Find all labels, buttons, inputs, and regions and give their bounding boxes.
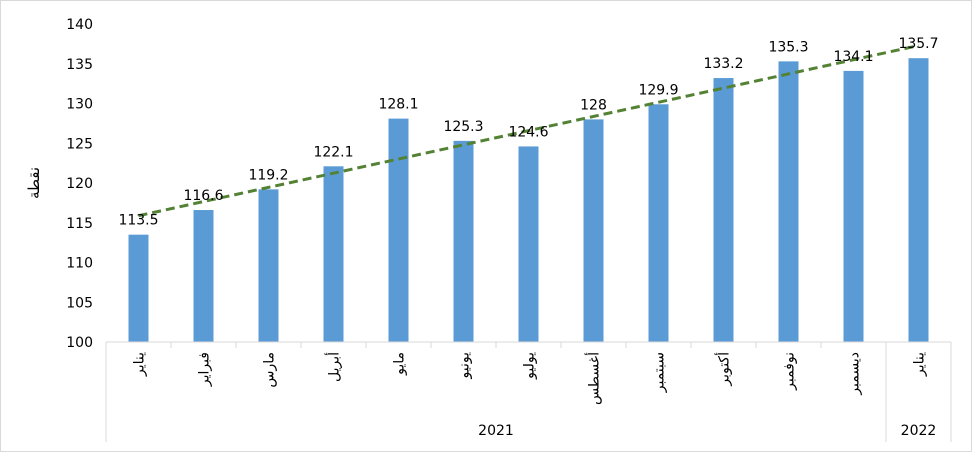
bar [388,118,409,342]
x-tick-label: مارس [262,352,278,388]
data-label: 113.5 [118,213,158,229]
bar [128,234,149,342]
bars [128,58,929,343]
x-tick-label: مايو [392,352,408,376]
y-tick-label: 130 [66,97,93,113]
y-tick-label: 120 [66,176,93,192]
y-tick-label: 140 [66,17,93,33]
data-label: 122.1 [313,144,353,160]
data-label: 129.9 [638,82,678,98]
data-label: 116.6 [183,188,223,204]
y-tick-label: 100 [66,335,93,351]
x-axis: يناير فبراير مارس أبريل مايو يونيو يوليو أغسطس س… [105,341,952,442]
bar [193,210,214,342]
trendline [138,44,919,218]
y-axis-ticks: 100 105 110 115 120 125 130 135 140 [66,17,93,351]
x-tick-label: نوفمبر [782,352,798,391]
group-label: 2021 [478,423,514,439]
bar [258,189,279,342]
x-tick-label: أكتوبر [715,352,733,387]
data-labels: 113.5 116.6 119.2 122.1 128.1 125.3 124.6 128 12… [118,36,938,228]
bar [778,61,799,343]
x-tick-label: يناير [132,352,148,377]
bar [843,70,864,342]
x-tick-label: يناير [912,352,928,377]
x-tick-label: يونيو [457,352,473,380]
data-label: 134.1 [833,49,873,65]
group-label: 2022 [901,423,937,439]
data-label: 128.1 [378,97,418,113]
data-label: 133.2 [703,56,743,72]
x-tick-label: فبراير [197,352,213,387]
bar [713,78,734,342]
bar [908,58,929,343]
y-tick-label: 105 [66,295,93,311]
x-tick-label: أغسطس [585,352,603,405]
data-label: 135.7 [898,36,938,52]
y-axis-label: نقطة [25,167,43,199]
y-tick-label: 115 [66,216,93,232]
x-tick-label: ديسمبر [847,352,863,396]
bar [453,140,474,342]
data-label: 128 [580,97,607,113]
data-label: 135.3 [768,39,808,55]
y-tick-label: 135 [66,57,93,73]
y-tick-label: 125 [66,136,93,152]
x-tick-label: أبريل [325,352,343,382]
bar [583,119,604,343]
x-tick-label: سبتمبر [652,352,668,393]
x-tick-label: يوليو [522,352,538,380]
bar [648,104,669,342]
data-label: 119.2 [248,167,288,183]
bar [518,146,539,342]
y-tick-label: 110 [66,256,93,272]
data-label: 125.3 [443,119,483,135]
data-label: 124.6 [508,124,548,140]
bar [323,166,344,342]
trendline-path [138,44,919,218]
